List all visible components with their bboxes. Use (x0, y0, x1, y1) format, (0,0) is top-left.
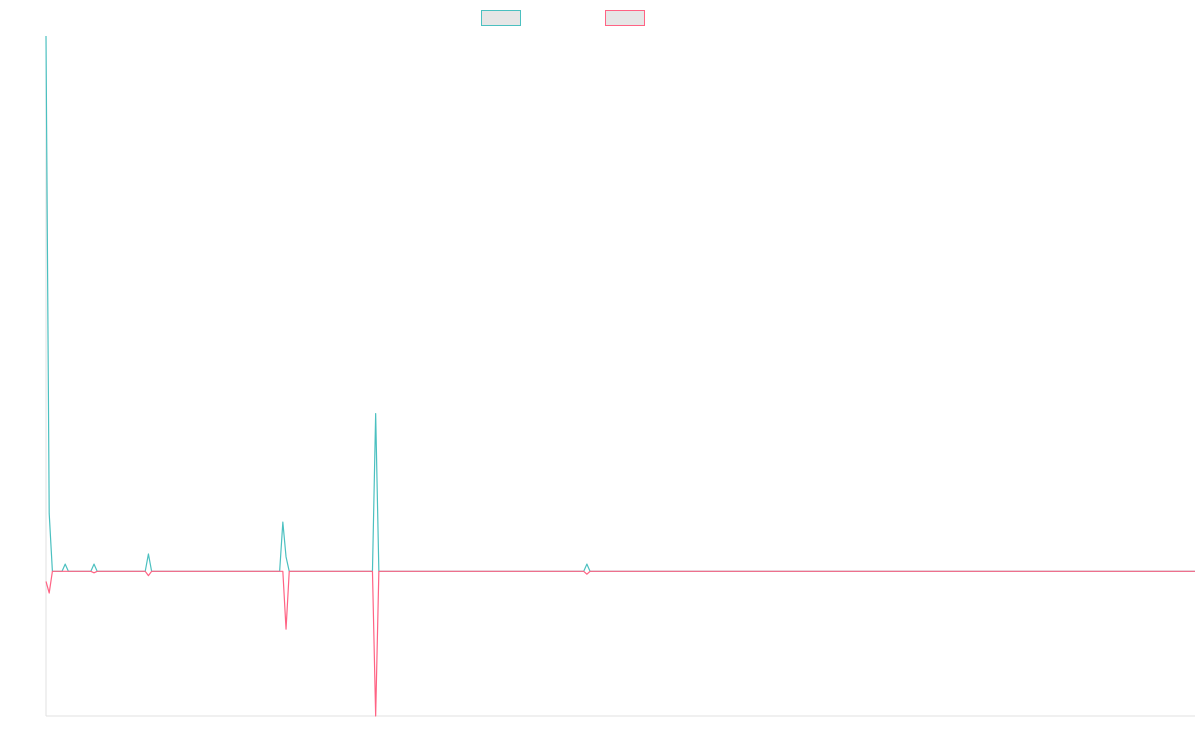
axes (45, 36, 1195, 717)
data-point[interactable] (1193, 569, 1197, 573)
data-point[interactable] (281, 569, 285, 573)
data-point[interactable] (585, 572, 589, 576)
legend-item[interactable] (605, 10, 645, 26)
series-layer (44, 34, 1197, 718)
data-point[interactable] (47, 511, 51, 515)
data-point[interactable] (281, 520, 285, 524)
data-point[interactable] (44, 579, 48, 583)
legend-swatch (605, 10, 645, 26)
data-point[interactable] (582, 569, 586, 573)
data-point[interactable] (588, 569, 592, 573)
legend-item[interactable] (481, 10, 521, 26)
data-point[interactable] (47, 591, 51, 595)
series-line-2 (45, 570, 1195, 717)
data-point[interactable] (377, 569, 381, 573)
data-point[interactable] (374, 714, 378, 718)
data-point[interactable] (287, 569, 291, 573)
data-point[interactable] (150, 569, 154, 573)
data-point[interactable] (284, 627, 288, 631)
data-point[interactable] (284, 555, 288, 559)
data-point[interactable] (50, 569, 54, 573)
legend (481, 10, 645, 26)
data-point[interactable] (95, 569, 99, 573)
data-point[interactable] (146, 552, 150, 556)
data-point[interactable] (585, 562, 589, 566)
series-line-1 (45, 35, 1195, 572)
data-point[interactable] (143, 569, 147, 573)
data-point[interactable] (146, 574, 150, 578)
data-point[interactable] (92, 562, 96, 566)
data-point[interactable] (374, 412, 378, 416)
legend-swatch (481, 10, 521, 26)
data-point[interactable] (44, 34, 48, 38)
data-point[interactable] (370, 569, 374, 573)
data-point[interactable] (63, 562, 67, 566)
